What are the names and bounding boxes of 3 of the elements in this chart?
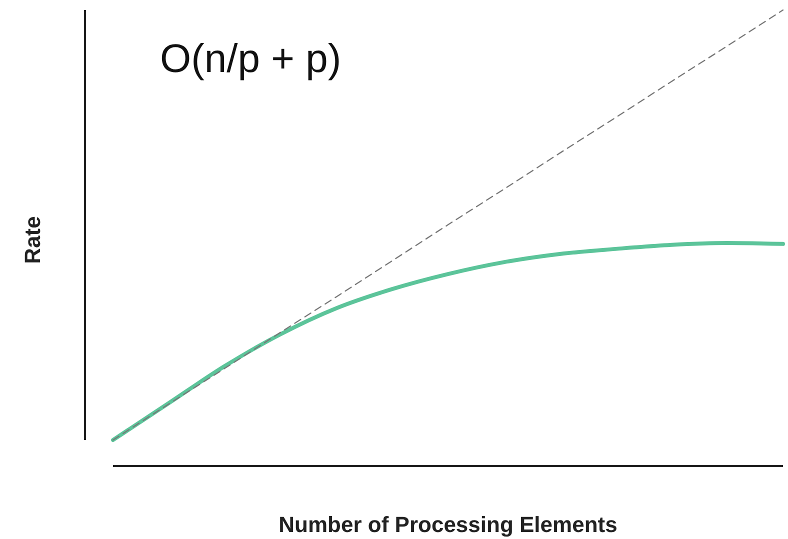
x-axis-title: Number of Processing Elements: [278, 512, 618, 537]
text: O(n/p + p): [160, 37, 342, 81]
y-axis-title: Rate: [20, 216, 45, 264]
